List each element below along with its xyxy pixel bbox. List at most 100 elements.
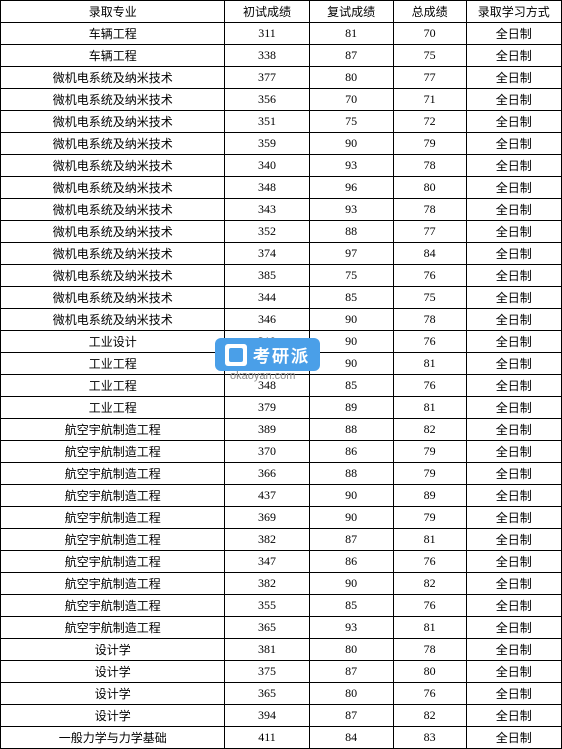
- header-row: 录取专业初试成绩复试成绩总成绩录取学习方式: [1, 1, 562, 23]
- table-row: 微机电系统及纳米技术3749784全日制: [1, 243, 562, 265]
- table-cell: 385: [225, 265, 309, 287]
- table-header: 录取专业初试成绩复试成绩总成绩录取学习方式: [1, 1, 562, 23]
- table-cell: 340: [225, 155, 309, 177]
- column-header: 总成绩: [393, 1, 466, 23]
- table-cell: 微机电系统及纳米技术: [1, 89, 225, 111]
- table-cell: 338: [225, 45, 309, 67]
- table-cell: 全日制: [466, 133, 561, 155]
- table-row: 设计学3818078全日制: [1, 639, 562, 661]
- table-cell: 319: [225, 331, 309, 353]
- table-cell: 359: [225, 133, 309, 155]
- table-cell: 90: [309, 573, 393, 595]
- table-cell: 航空宇航制造工程: [1, 573, 225, 595]
- table-cell: 77: [393, 221, 466, 243]
- table-cell: 航空宇航制造工程: [1, 617, 225, 639]
- table-row: 工业工程3488576全日制: [1, 375, 562, 397]
- table-cell: 78: [393, 309, 466, 331]
- table-cell: 79: [393, 441, 466, 463]
- column-header: 录取专业: [1, 1, 225, 23]
- table-cell: 航空宇航制造工程: [1, 551, 225, 573]
- table-cell: 79: [393, 507, 466, 529]
- table-cell: 347: [225, 551, 309, 573]
- table-cell: 全日制: [466, 441, 561, 463]
- table-cell: 343: [225, 199, 309, 221]
- table-cell: 369: [225, 507, 309, 529]
- table-row: 微机电系统及纳米技术3439378全日制: [1, 199, 562, 221]
- table-cell: 90: [309, 353, 393, 375]
- table-row: 微机电系统及纳米技术3448575全日制: [1, 287, 562, 309]
- table-row: 航空宇航制造工程3829082全日制: [1, 573, 562, 595]
- table-row: 工业工程3729081全日制: [1, 353, 562, 375]
- table-cell: 全日制: [466, 397, 561, 419]
- table-cell: 70: [309, 89, 393, 111]
- column-header: 录取学习方式: [466, 1, 561, 23]
- table-cell: 87: [309, 661, 393, 683]
- table-cell: 工业设计: [1, 331, 225, 353]
- table-cell: 83: [393, 727, 466, 749]
- table-cell: 382: [225, 529, 309, 551]
- table-row: 航空宇航制造工程3898882全日制: [1, 419, 562, 441]
- table-row: 航空宇航制造工程3659381全日制: [1, 617, 562, 639]
- table-cell: 86: [309, 441, 393, 463]
- table-cell: 88: [309, 463, 393, 485]
- table-row: 一般力学与力学基础4118483全日制: [1, 727, 562, 749]
- table-cell: 84: [393, 243, 466, 265]
- table-cell: 全日制: [466, 23, 561, 45]
- table-cell: 72: [393, 111, 466, 133]
- column-header: 复试成绩: [309, 1, 393, 23]
- table-row: 设计学3658076全日制: [1, 683, 562, 705]
- table-cell: 全日制: [466, 573, 561, 595]
- table-cell: 工业工程: [1, 353, 225, 375]
- table-cell: 76: [393, 551, 466, 573]
- table-cell: 81: [393, 617, 466, 639]
- table-cell: 75: [393, 45, 466, 67]
- table-cell: 微机电系统及纳米技术: [1, 111, 225, 133]
- table-cell: 370: [225, 441, 309, 463]
- table-cell: 工业工程: [1, 397, 225, 419]
- table-cell: 微机电系统及纳米技术: [1, 155, 225, 177]
- table-cell: 全日制: [466, 661, 561, 683]
- table-cell: 航空宇航制造工程: [1, 507, 225, 529]
- table-cell: 航空宇航制造工程: [1, 419, 225, 441]
- table-cell: 351: [225, 111, 309, 133]
- table-cell: 79: [393, 133, 466, 155]
- table-cell: 设计学: [1, 661, 225, 683]
- table-cell: 设计学: [1, 683, 225, 705]
- admission-table: 录取专业初试成绩复试成绩总成绩录取学习方式 车辆工程3118170全日制车辆工程…: [0, 0, 562, 749]
- table-cell: 365: [225, 617, 309, 639]
- table-row: 设计学3758780全日制: [1, 661, 562, 683]
- table-cell: 全日制: [466, 155, 561, 177]
- table-cell: 82: [393, 573, 466, 595]
- table-cell: 航空宇航制造工程: [1, 529, 225, 551]
- table-cell: 80: [393, 661, 466, 683]
- table-row: 航空宇航制造工程3668879全日制: [1, 463, 562, 485]
- table-cell: 78: [393, 639, 466, 661]
- table-cell: 全日制: [466, 199, 561, 221]
- table-row: 微机电系统及纳米技术3778077全日制: [1, 67, 562, 89]
- table-cell: 微机电系统及纳米技术: [1, 177, 225, 199]
- table-cell: 372: [225, 353, 309, 375]
- table-cell: 全日制: [466, 265, 561, 287]
- table-cell: 全日制: [466, 529, 561, 551]
- table-cell: 80: [309, 67, 393, 89]
- table-cell: 379: [225, 397, 309, 419]
- table-cell: 全日制: [466, 419, 561, 441]
- table-row: 航空宇航制造工程4379089全日制: [1, 485, 562, 507]
- table-row: 航空宇航制造工程3699079全日制: [1, 507, 562, 529]
- table-cell: 437: [225, 485, 309, 507]
- table-cell: 75: [309, 265, 393, 287]
- table-cell: 85: [309, 375, 393, 397]
- table-cell: 89: [309, 397, 393, 419]
- table-cell: 311: [225, 23, 309, 45]
- table-row: 微机电系统及纳米技术3567071全日制: [1, 89, 562, 111]
- table-cell: 全日制: [466, 683, 561, 705]
- table-cell: 84: [309, 727, 393, 749]
- table-cell: 全日制: [466, 353, 561, 375]
- table-cell: 81: [393, 397, 466, 419]
- table-cell: 76: [393, 595, 466, 617]
- table-cell: 77: [393, 67, 466, 89]
- table-cell: 90: [309, 309, 393, 331]
- table-cell: 97: [309, 243, 393, 265]
- table-cell: 全日制: [466, 331, 561, 353]
- table-cell: 75: [393, 287, 466, 309]
